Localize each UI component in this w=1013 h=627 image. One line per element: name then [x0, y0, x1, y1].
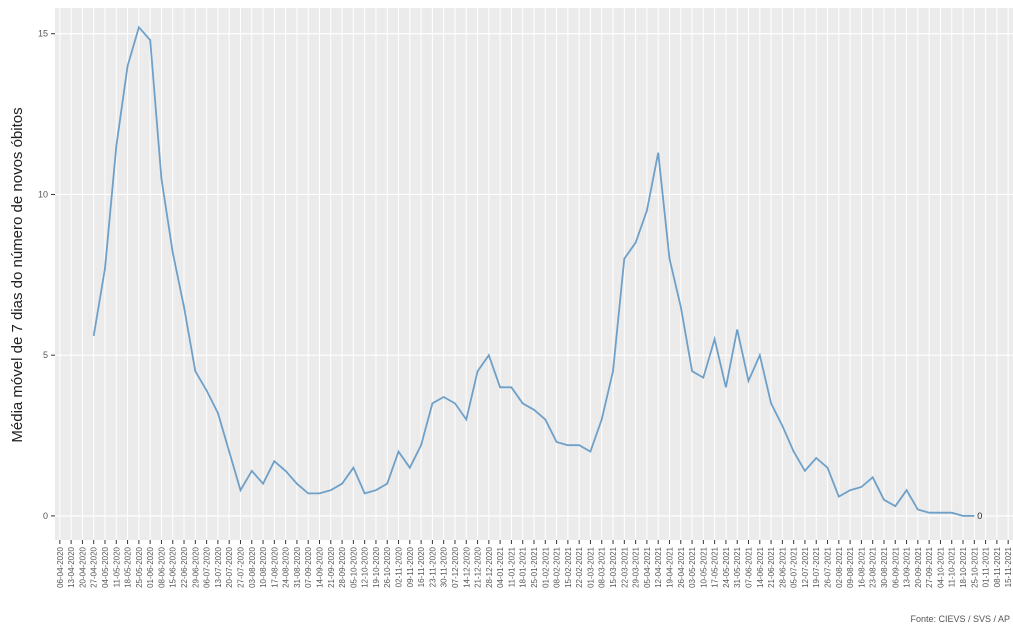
- x-tick-label: 09-11-2020: [406, 546, 415, 587]
- x-tick-label: 07-09-2020: [304, 546, 313, 587]
- x-tick-label: 12-07-2021: [801, 546, 810, 587]
- x-tick-label: 27-09-2021: [925, 546, 934, 587]
- x-tick-label: 12-10-2020: [361, 546, 370, 587]
- x-tick-label: 19-04-2021: [665, 546, 674, 587]
- y-tick-label: 5: [43, 350, 48, 360]
- x-tick-label: 05-04-2021: [643, 546, 652, 587]
- x-tick-label: 07-06-2021: [745, 546, 754, 587]
- x-tick-label: 21-09-2020: [327, 546, 336, 587]
- x-tick-label: 14-12-2020: [462, 546, 471, 587]
- x-tick-label: 10-08-2020: [259, 546, 268, 587]
- x-tick-label: 05-10-2020: [349, 546, 358, 587]
- x-tick-label: 24-08-2020: [282, 546, 291, 587]
- x-tick-label: 12-04-2021: [654, 546, 663, 587]
- x-tick-label: 15-03-2021: [609, 546, 618, 587]
- x-tick-label: 26-04-2021: [677, 546, 686, 587]
- x-tick-label: 04-01-2021: [496, 546, 505, 587]
- x-tick-label: 07-12-2020: [451, 546, 460, 587]
- x-tick-label: 26-10-2020: [383, 546, 392, 587]
- x-tick-label: 31-08-2020: [293, 546, 302, 587]
- x-tick-label: 01-06-2020: [146, 546, 155, 587]
- data-label: 0: [977, 511, 982, 521]
- x-tick-label: 01-02-2021: [541, 546, 550, 587]
- x-tick-label: 16-11-2020: [417, 546, 426, 587]
- y-axis-label: Média móvel de 7 dias do número de novos…: [9, 107, 26, 442]
- x-tick-label: 11-05-2020: [112, 546, 121, 587]
- x-tick-label: 15-02-2021: [564, 546, 573, 587]
- x-tick-label: 27-07-2020: [236, 546, 245, 587]
- x-tick-label: 17-05-2021: [711, 546, 720, 587]
- x-tick-label: 17-08-2020: [270, 546, 279, 587]
- source-note: Fonte: CIEVS / SVS / AP: [910, 614, 1010, 624]
- x-tick-label: 25-01-2021: [530, 546, 539, 587]
- x-tick-label: 20-07-2020: [225, 546, 234, 587]
- x-tick-label: 14-09-2020: [315, 546, 324, 587]
- x-tick-label: 01-03-2021: [586, 546, 595, 587]
- x-tick-label: 27-04-2020: [90, 546, 99, 587]
- x-tick-label: 11-01-2021: [507, 546, 516, 587]
- x-tick-label: 19-10-2020: [372, 546, 381, 587]
- x-tick-label: 24-05-2021: [722, 546, 731, 587]
- x-tick-label: 10-05-2021: [699, 546, 708, 587]
- x-tick-label: 05-07-2021: [790, 546, 799, 587]
- x-tick-label: 08-06-2020: [157, 546, 166, 587]
- x-tick-label: 15-06-2020: [169, 546, 178, 587]
- x-tick-label: 20-04-2020: [78, 546, 87, 587]
- x-tick-label: 23-08-2021: [869, 546, 878, 587]
- x-tick-label: 28-12-2020: [485, 546, 494, 587]
- x-tick-label: 25-05-2020: [135, 546, 144, 587]
- x-tick-label: 08-02-2021: [553, 546, 562, 587]
- y-tick-label: 10: [38, 189, 48, 199]
- x-tick-label: 31-05-2021: [733, 546, 742, 587]
- x-tick-label: 04-05-2020: [101, 546, 110, 587]
- x-tick-label: 28-09-2020: [338, 546, 347, 587]
- x-tick-label: 15-11-2021: [1004, 546, 1013, 587]
- x-tick-label: 30-11-2020: [440, 546, 449, 587]
- x-tick-label: 13-09-2021: [903, 546, 912, 587]
- x-tick-label: 08-03-2021: [598, 546, 607, 587]
- x-tick-label: 21-06-2021: [767, 546, 776, 587]
- x-tick-label: 19-07-2021: [812, 546, 821, 587]
- x-tick-label: 13-07-2020: [214, 546, 223, 587]
- x-tick-label: 22-02-2021: [575, 546, 584, 587]
- x-tick-label: 13-04-2020: [67, 546, 76, 587]
- x-tick-label: 29-03-2021: [632, 546, 641, 587]
- x-tick-label: 20-09-2021: [914, 546, 923, 587]
- x-tick-label: 28-06-2021: [778, 546, 787, 587]
- x-tick-label: 25-10-2021: [970, 546, 979, 587]
- series-line: [92, 25, 975, 517]
- x-tick-label: 21-12-2020: [474, 546, 483, 587]
- x-tick-label: 18-01-2021: [519, 546, 528, 587]
- x-tick-label: 06-07-2020: [203, 546, 212, 587]
- x-tick-label: 06-04-2020: [56, 546, 65, 587]
- x-tick-label: 03-08-2020: [248, 546, 257, 587]
- y-tick-label: 15: [38, 29, 48, 39]
- x-tick-label: 26-07-2021: [824, 546, 833, 587]
- x-tick-label: 18-05-2020: [124, 546, 133, 587]
- x-tick-label: 18-10-2021: [959, 546, 968, 587]
- x-tick-label: 04-10-2021: [936, 546, 945, 587]
- x-tick-label: 02-11-2020: [395, 546, 404, 587]
- x-tick-label: 01-11-2021: [982, 546, 991, 587]
- x-tick-label: 29-06-2020: [191, 546, 200, 587]
- x-tick-label: 06-09-2021: [891, 546, 900, 587]
- x-tick-label: 11-10-2021: [948, 546, 957, 587]
- x-tick-label: 02-08-2021: [835, 546, 844, 587]
- x-tick-label: 16-08-2021: [857, 546, 866, 587]
- y-tick-label: 0: [43, 511, 48, 521]
- x-tick-label: 08-11-2021: [993, 546, 1002, 587]
- x-tick-label: 22-03-2021: [620, 546, 629, 587]
- x-tick-label: 09-08-2021: [846, 546, 855, 587]
- x-tick-label: 23-11-2020: [428, 546, 437, 587]
- x-tick-label: 03-05-2021: [688, 546, 697, 587]
- x-tick-label: 22-06-2020: [180, 546, 189, 587]
- x-tick-label: 14-06-2021: [756, 546, 765, 587]
- x-tick-label: 30-08-2021: [880, 546, 889, 587]
